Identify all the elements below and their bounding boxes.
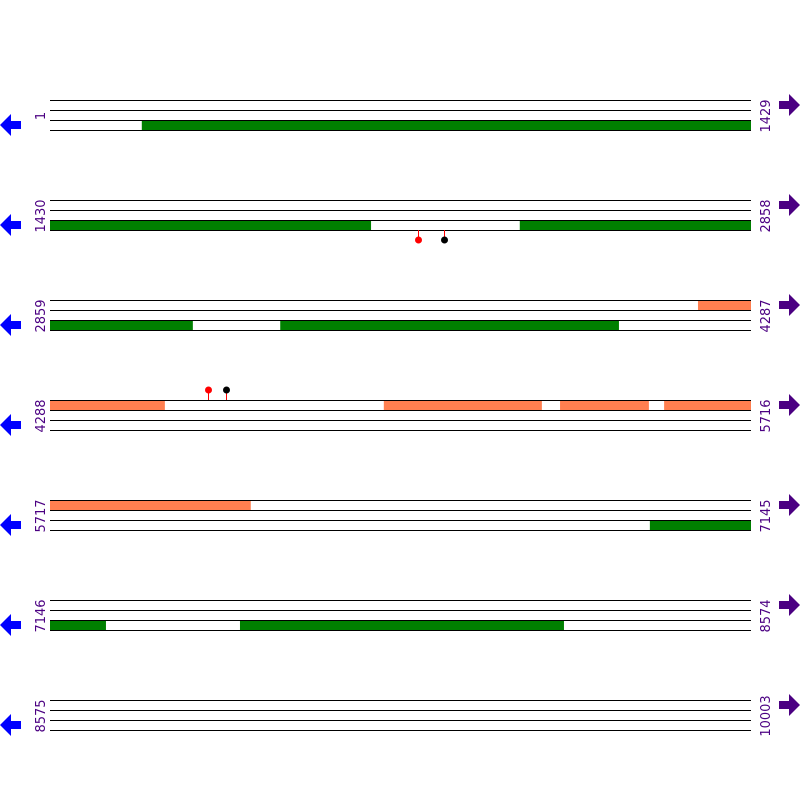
- cds-feature: [280, 320, 619, 330]
- cds-feature: [50, 320, 193, 330]
- arrow-right-icon[interactable]: [779, 494, 800, 516]
- arrow-left-icon[interactable]: [0, 114, 21, 136]
- row-end-label: 5716: [759, 399, 774, 432]
- arrow-left-icon[interactable]: [0, 714, 21, 736]
- row-start-label: 2859: [34, 299, 49, 332]
- row-start-label: 5717: [34, 499, 49, 532]
- cds-feature: [239, 620, 564, 630]
- row-end-label: 10003: [759, 695, 774, 736]
- row-end-label: 8574: [759, 599, 774, 632]
- sequence-row: 1 1429: [0, 94, 800, 136]
- cds-feature: [141, 120, 752, 130]
- sequence-row: 4288 5716: [0, 386, 800, 436]
- arrow-right-icon[interactable]: [779, 294, 800, 316]
- utr-feature: [383, 400, 542, 410]
- arrow-left-icon[interactable]: [0, 414, 21, 436]
- arrow-right-icon[interactable]: [779, 94, 800, 116]
- arrow-left-icon[interactable]: [0, 214, 21, 236]
- utr-feature: [664, 400, 751, 410]
- sequence-row: 2859 4287: [0, 294, 800, 336]
- row-start-label: 8575: [34, 699, 49, 732]
- sequence-row: 7146 8574: [0, 594, 800, 636]
- arrow-left-icon[interactable]: [0, 514, 21, 536]
- row-start-label: 7146: [34, 599, 49, 632]
- utr-feature: [697, 300, 751, 310]
- cds-feature: [50, 220, 372, 230]
- row-start-label: 4288: [34, 399, 49, 432]
- site-marker-red[interactable]: [205, 386, 212, 394]
- arrow-right-icon[interactable]: [779, 394, 800, 416]
- arrow-right-icon[interactable]: [779, 694, 800, 716]
- cds-feature: [50, 620, 106, 630]
- row-end-label: 4287: [759, 299, 774, 332]
- site-marker-red[interactable]: [415, 236, 422, 244]
- row-end-label: 2858: [759, 199, 774, 232]
- row-end-label: 1429: [759, 99, 774, 132]
- site-marker-black[interactable]: [223, 386, 230, 394]
- cds-feature: [649, 520, 751, 530]
- arrow-right-icon[interactable]: [779, 594, 800, 616]
- row-start-label: 1430: [34, 199, 49, 232]
- utr-feature: [50, 500, 251, 510]
- row-start-label: 1: [34, 112, 49, 120]
- arrow-left-icon[interactable]: [0, 314, 21, 336]
- sequence-row: 8575 10003: [0, 694, 800, 737]
- utr-feature: [50, 400, 165, 410]
- arrow-right-icon[interactable]: [779, 194, 800, 216]
- site-marker-black[interactable]: [441, 236, 448, 244]
- sequence-row: 1430 2858: [0, 194, 800, 244]
- sequence-row: 5717 7145: [0, 494, 800, 536]
- row-end-label: 7145: [759, 499, 774, 532]
- utr-feature: [560, 400, 649, 410]
- cds-feature: [519, 220, 751, 230]
- arrow-left-icon[interactable]: [0, 614, 21, 636]
